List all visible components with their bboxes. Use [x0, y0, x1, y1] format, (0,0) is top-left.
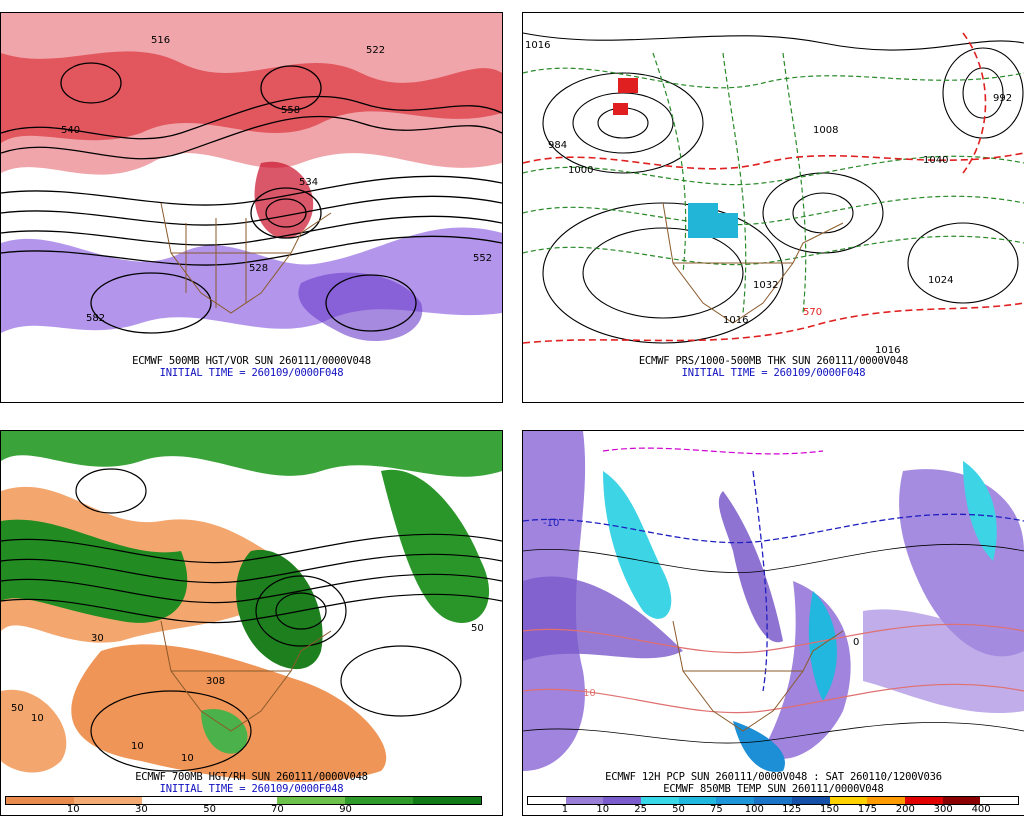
contour-label: 10	[31, 713, 44, 724]
colorbar-tick: 10	[596, 804, 610, 815]
contour-label: 10	[131, 741, 144, 752]
colorbar-swatch	[603, 797, 642, 804]
contour-label: 522	[366, 45, 385, 56]
contour-label: 540	[61, 125, 80, 136]
colorbar-swatch	[141, 797, 210, 804]
panel-caption: ECMWF PRS/1000-500MB THK SUN 260111/0000…	[638, 355, 909, 367]
panel-caption: ECMWF 700MB HGT/RH SUN 260111/0000V048	[135, 771, 368, 783]
initial-time-caption: INITIAL TIME = 260109/0000F048	[159, 783, 344, 795]
panel-caption-2: ECMWF 850MB TEMP SUN 260111/0000V048	[663, 783, 884, 795]
colorbar-swatch	[73, 797, 142, 804]
colorbar-swatch	[345, 797, 414, 804]
colorbar-swatch	[754, 797, 792, 804]
pressure-label: 1016	[525, 40, 550, 51]
pcp-colorbar	[527, 796, 1019, 805]
colorbar-tick: 70	[270, 804, 284, 815]
contour-label: 558	[281, 105, 300, 116]
panel-prs-thickness: 1016 984 1000 1024 1032 1016 1040 992 10…	[522, 12, 1024, 403]
contour-label: 50	[471, 623, 484, 634]
colorbar-tick: 175	[857, 804, 877, 815]
colorbar-swatch	[791, 797, 830, 804]
colorbar-tick: 75	[710, 804, 723, 815]
pressure-label: 1032	[753, 280, 778, 291]
colorbar-swatch	[867, 797, 905, 804]
colorbar-tick: 30	[135, 804, 148, 815]
panel-pcp-850temp: -10 0 10 ECMWF 12H PCP SUN 260111/0000V0…	[522, 430, 1024, 816]
colorbar-tick: 25	[634, 804, 648, 815]
colorbar-swatch	[413, 797, 482, 804]
contour-label: 552	[473, 253, 492, 264]
colorbar-tick: 10	[66, 804, 80, 815]
contour-label: 516	[151, 35, 170, 46]
colorbar-swatch	[641, 797, 679, 804]
contour-label: 10	[181, 753, 194, 764]
colorbar-tick: 300	[933, 804, 953, 815]
colorbar-tick: 125	[782, 804, 802, 815]
contour-label: 582	[86, 313, 105, 324]
map-pcp-850temp: -10 0 10	[523, 431, 1024, 815]
colorbar-swatch	[6, 797, 74, 804]
contour-label: 534	[299, 177, 318, 188]
colorbar-swatch	[942, 797, 981, 804]
colorbar-tick: 100	[744, 804, 764, 815]
initial-time-caption: INITIAL TIME = 260109/0000F048	[159, 367, 344, 379]
contour-label: 528	[249, 263, 268, 274]
panel-700mb-hgt-rh: 10 30 50 10 10 50 308 ECMWF 700MB HGT/RH…	[0, 430, 503, 816]
colorbar-swatch	[528, 797, 566, 804]
rh-colorbar-ticks: 10 30 50 70 90	[5, 804, 482, 815]
map-700mb-hgt-rh: 10 30 50 10 10 50 308	[1, 431, 502, 815]
contour-label: 308	[206, 676, 225, 687]
colorbar-tick: 90	[339, 804, 352, 815]
colorbar-tick: 400	[971, 804, 991, 815]
rh-colorbar	[5, 796, 482, 805]
colorbar-swatch	[980, 797, 1018, 804]
pressure-label: 570	[803, 307, 822, 318]
pressure-label: 1016	[723, 315, 748, 326]
panel-caption: ECMWF 12H PCP SUN 260111/0000V048 : SAT …	[605, 771, 942, 783]
isotherm-label: 10	[583, 688, 596, 699]
colorbar-swatch	[678, 797, 717, 804]
pressure-label: 1016	[875, 345, 900, 356]
pressure-label: 1008	[813, 125, 838, 136]
pressure-label: 984	[548, 140, 567, 151]
colorbar-swatch	[565, 797, 604, 804]
contour-label: 50	[11, 703, 24, 714]
panel-caption: ECMWF 500MB HGT/VOR SUN 260111/0000V048	[132, 355, 371, 367]
colorbar-tick: 1	[561, 804, 569, 815]
colorbar-swatch	[209, 797, 278, 804]
colorbar-tick: 50	[672, 804, 685, 815]
pressure-label: 992	[993, 93, 1012, 104]
colorbar-tick: 200	[895, 804, 915, 815]
pressure-label: 1024	[928, 275, 953, 286]
pressure-label: 1040	[923, 155, 948, 166]
colorbar-tick: 50	[203, 804, 216, 815]
map-prs-thickness: 1016 984 1000 1024 1032 1016 1040 992 10…	[523, 13, 1024, 402]
colorbar-tick: 150	[820, 804, 840, 815]
panel-500mb-hgt-vor: 516 534 522 528 552 582 540 558 ECMWF 50…	[0, 12, 503, 403]
colorbar-swatch	[829, 797, 868, 804]
initial-time-caption: INITIAL TIME = 260109/0000F048	[681, 367, 866, 379]
map-500mb-hgt-vor: 516 534 522 528 552 582 540 558	[1, 13, 502, 402]
isotherm-label: -10	[543, 518, 559, 529]
colorbar-swatch	[716, 797, 755, 804]
pressure-label: 1000	[568, 165, 593, 176]
colorbar-swatch	[277, 797, 346, 804]
colorbar-swatch	[904, 797, 943, 804]
contour-label: 30	[91, 633, 104, 644]
isotherm-label: 0	[853, 637, 859, 648]
pcp-colorbar-ticks: 1 10 25 50 75 100 125 150 175 200 300 40…	[527, 804, 1019, 815]
